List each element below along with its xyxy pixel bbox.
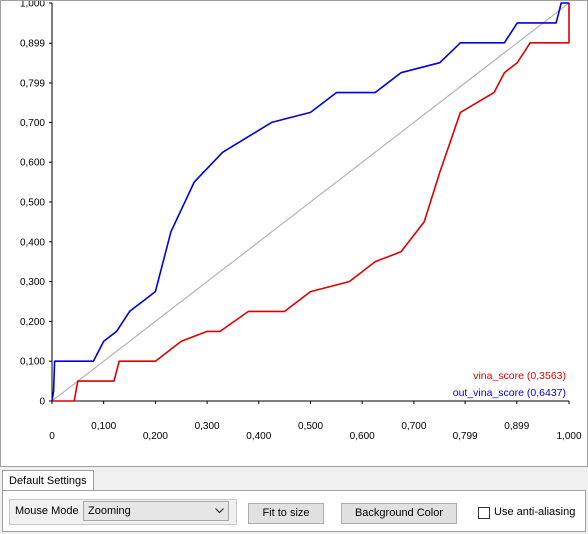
mouse-mode-dropdown[interactable]: Zooming xyxy=(83,501,229,521)
tab-default-settings[interactable]: Default Settings xyxy=(2,470,94,491)
x-tick-label: 0,899 xyxy=(504,421,529,432)
y-tick-label: 0,100 xyxy=(20,357,45,368)
x-tick-label: 0,700 xyxy=(401,421,426,432)
y-tick-label: 0,200 xyxy=(20,317,45,328)
x-tick-label: 0,600 xyxy=(350,431,375,442)
chevron-down-icon xyxy=(215,508,224,514)
tab-strip: Default Settings xyxy=(0,469,588,491)
fit-to-size-button[interactable]: Fit to size xyxy=(248,503,324,524)
x-tick-label: 1,000 xyxy=(556,431,581,442)
y-tick-label: 0,400 xyxy=(20,237,45,248)
anti-aliasing-label: Use anti-aliasing xyxy=(494,506,576,518)
x-tick-label: 0,300 xyxy=(195,421,220,432)
y-tick-label: 0,500 xyxy=(20,198,45,209)
x-tick-label: 0,500 xyxy=(298,421,323,432)
legend-entry-2: out_vina_score (0,6437) xyxy=(453,387,566,399)
x-tick-label: 0,100 xyxy=(91,421,116,432)
x-tick-label: 0,200 xyxy=(143,431,168,442)
roc-chart[interactable]: 0 0,100 0,200 0,300 0,400 0,500 0,600 0,700 0,79… xyxy=(1,1,587,466)
legend-entry-1: vina_score (0,3563) xyxy=(473,370,566,382)
x-tick-label: 0,400 xyxy=(246,431,271,442)
plot-panel[interactable]: 0 0,100 0,200 0,300 0,400 0,500 0,600 0,700 0,79… xyxy=(0,0,588,467)
y-tick-label: 0,300 xyxy=(20,277,45,288)
y-tick-label: 1,000 xyxy=(20,1,45,10)
series-line-1 xyxy=(52,3,570,402)
background-color-button[interactable]: Background Color xyxy=(341,503,457,524)
y-tick-label: 0,799 xyxy=(20,78,45,89)
diagonal-reference-line xyxy=(51,2,570,402)
mouse-mode-label: Mouse Mode xyxy=(15,505,79,517)
settings-panel: Mouse Mode Zooming Fit to size Backgroun… xyxy=(2,490,586,532)
y-tick-label: 0,600 xyxy=(20,158,45,169)
x-tick-label: 0 xyxy=(49,431,55,442)
mouse-mode-group: Mouse Mode Zooming xyxy=(9,499,237,525)
y-tick-label: 0,899 xyxy=(20,39,45,50)
y-tick-label: 0,700 xyxy=(20,118,45,129)
series-line-2 xyxy=(51,2,569,402)
anti-aliasing-checkbox[interactable] xyxy=(478,507,490,519)
x-tick-label: 0,799 xyxy=(453,431,478,442)
mouse-mode-value: Zooming xyxy=(88,505,131,517)
y-tick-label: 0 xyxy=(39,397,45,408)
